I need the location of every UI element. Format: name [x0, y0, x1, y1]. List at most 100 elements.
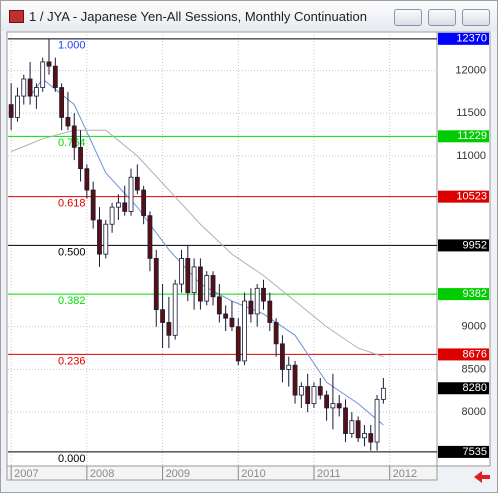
candle-body	[198, 266, 203, 302]
candle-body	[52, 65, 58, 88]
candle-body	[210, 275, 216, 298]
candle-body	[141, 189, 147, 217]
candle-body	[349, 420, 355, 434]
candle-body	[15, 95, 20, 118]
candle-body	[109, 206, 115, 225]
candle-body	[248, 300, 254, 315]
candle-body	[128, 176, 134, 212]
candle-body	[261, 287, 266, 302]
candle-body	[160, 309, 165, 323]
candle-body	[242, 300, 247, 362]
candle-body	[122, 202, 128, 212]
candle-body	[166, 322, 172, 336]
candle-body	[305, 386, 311, 405]
app-icon	[9, 10, 24, 23]
candle-body	[317, 386, 323, 396]
minimize-button[interactable]	[394, 9, 422, 26]
candle-body	[172, 283, 178, 336]
candle-body	[324, 394, 329, 409]
maximize-button[interactable]	[428, 9, 456, 26]
fib-ratio-label: 0.500	[58, 246, 86, 258]
candle-body	[223, 313, 229, 319]
price-box-label: 8676	[463, 348, 487, 360]
candle-body	[21, 78, 27, 97]
last-price-box	[438, 382, 489, 395]
candle-body	[267, 300, 273, 323]
candle-body	[280, 343, 285, 370]
candle-body	[27, 78, 33, 97]
candle-body	[179, 257, 184, 285]
candle-body	[33, 87, 39, 97]
x-tick-label: 2011	[317, 468, 341, 480]
price-box	[438, 190, 489, 203]
candle-body	[292, 364, 298, 396]
candle-body	[368, 433, 374, 443]
y-tick-label: 12000	[455, 64, 486, 76]
candle-body	[355, 420, 361, 439]
fib-ratio-label: 0.236	[58, 355, 86, 367]
candle-body	[311, 386, 317, 405]
candle-body	[216, 296, 222, 315]
window-title: 1 / JYA - Japanese Yen-All Sessions, Mon…	[29, 9, 367, 24]
candle-body	[374, 398, 380, 443]
candle-body	[90, 189, 96, 221]
x-tick-label: 2010	[241, 468, 265, 480]
candle-body	[254, 287, 260, 315]
fib-ratio-label: 0.000	[58, 453, 86, 465]
price-box	[438, 288, 489, 301]
fib-ratio-label: 1.000	[58, 40, 86, 52]
close-button[interactable]	[462, 9, 490, 26]
candle-body	[298, 386, 304, 396]
candle-body	[229, 317, 235, 328]
candle-body	[343, 407, 348, 434]
price-box	[438, 239, 489, 252]
price-box-label: 9382	[463, 288, 487, 300]
y-tick-label: 8000	[462, 406, 486, 418]
candle-body	[84, 168, 90, 191]
candle-body	[153, 257, 159, 311]
candle-body	[204, 275, 210, 302]
candle-body	[185, 257, 191, 293]
candle-body	[286, 364, 292, 370]
time-axis	[6, 465, 438, 481]
price-box	[438, 130, 489, 143]
fib-ratio-label: 0.382	[58, 295, 86, 307]
x-tick-label: 2012	[393, 468, 417, 480]
chart: 8000 8500 9000 11000 11500 12000 2007 2008 2009 2…	[6, 31, 491, 483]
price-box-label: 7535	[463, 446, 487, 458]
price-box-label: 12370	[456, 33, 487, 45]
candle-body	[78, 146, 83, 170]
candle-body	[116, 202, 121, 208]
fib-ratio-label: 0.764	[58, 137, 86, 149]
candle-body	[40, 61, 46, 88]
candle-body	[330, 403, 336, 409]
candle-body	[380, 387, 386, 400]
y-tick-label: 11000	[456, 150, 486, 162]
x-tick-label: 2008	[90, 468, 114, 480]
candle-body	[191, 266, 197, 293]
last-price-label: 8280	[463, 382, 487, 394]
y-tick-label: 11500	[456, 107, 486, 119]
candle-body	[71, 125, 77, 148]
candle-body	[59, 87, 65, 118]
price-box-label: 9952	[463, 239, 487, 251]
candle-body	[147, 215, 153, 259]
y-tick-label: 8500	[462, 363, 486, 375]
candle-body	[273, 322, 279, 345]
fib-ratio-label: 0.618	[58, 198, 86, 210]
y-tick-label: 9000	[462, 321, 486, 333]
candle-body	[103, 223, 109, 255]
price-box-label: 11229	[457, 130, 487, 142]
price-box	[438, 445, 489, 458]
candle-body	[235, 326, 241, 362]
x-tick-label: 2007	[14, 468, 38, 480]
price-box	[438, 348, 489, 361]
candle-body	[336, 403, 342, 409]
candle-body	[97, 219, 102, 255]
candle-body	[65, 117, 71, 127]
candle-body	[134, 176, 140, 191]
title-bar: 1 / JYA - Japanese Yen-All Sessions, Mon…	[1, 1, 497, 31]
price-box	[438, 32, 489, 45]
candle-body	[8, 104, 14, 118]
scroll-arrow[interactable]	[474, 471, 490, 483]
